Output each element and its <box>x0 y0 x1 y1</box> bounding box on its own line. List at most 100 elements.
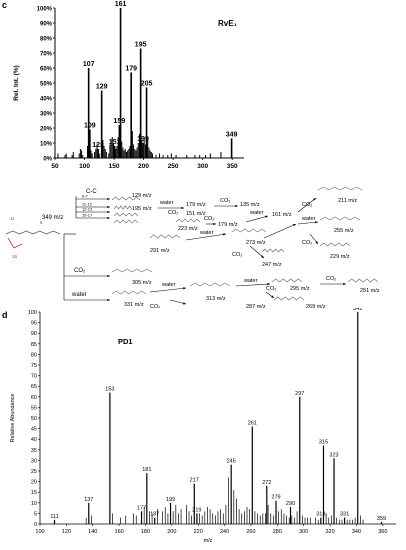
scheme-arrow <box>297 221 319 225</box>
edge-water-4: water <box>199 230 214 236</box>
y-tick-label: 10 <box>31 501 37 507</box>
frag-229: 229 m/z <box>330 254 350 260</box>
fragment-structure <box>113 212 139 217</box>
frag-287: 287 m/z <box>246 304 266 308</box>
peak-label-359: 359 <box>377 516 386 522</box>
frag-273: 273 m/z <box>246 240 266 246</box>
y-tick-label: 75 <box>31 363 37 369</box>
x-tick-label: 140 <box>88 529 97 535</box>
frag-255: 255 m/z <box>334 228 354 234</box>
arrow-head <box>107 216 110 220</box>
peak-label-123: 123 <box>92 142 104 149</box>
chart-pd1-spectrum: 0 5 10 15 20 25 30 35 40 45 50 55 60 65 70 75 80 85 90 95 10… <box>10 308 396 544</box>
frag-251: 251 m/z <box>360 288 380 294</box>
x-tick-label: 360 <box>378 529 387 535</box>
y-tick-label: 5 <box>34 511 37 517</box>
parent-mz: 349 m/z <box>42 215 63 221</box>
x-tick-label: 240 <box>220 529 229 535</box>
peak-label-161: 161 <box>115 1 127 8</box>
y-tick-label: 25 <box>31 469 37 475</box>
arrow-head <box>315 241 318 244</box>
scheme-arrow <box>185 233 227 241</box>
x-tick-label: 260 <box>246 529 255 535</box>
arrow-head <box>343 282 346 286</box>
chart-title: RvE₁ <box>218 19 238 28</box>
cleavage-6-7: 6-7 <box>82 194 89 199</box>
x-tick-label: 100 <box>79 163 90 170</box>
peak-label-111: 111 <box>50 514 58 520</box>
y-tick-label: 65 <box>31 384 37 390</box>
edge-co2-5: CO₂ <box>302 240 312 246</box>
y-tick-label: 30% <box>40 112 53 118</box>
peak-label-290: 290 <box>286 501 295 507</box>
water-branch-label: water <box>71 292 87 298</box>
y-axis-label: Relative Abundance <box>10 394 16 443</box>
fragment-structure <box>111 268 153 273</box>
fragment-structure <box>175 218 201 223</box>
y-tick-label: 20 <box>31 480 37 486</box>
arrow-head <box>313 198 316 201</box>
peak-label-261: 261 <box>248 420 257 426</box>
peak-label-315: 315 <box>319 440 328 446</box>
y-tick-label: 0 <box>34 522 37 528</box>
x-tick-label: 100 <box>35 529 44 535</box>
peak-label-219: 219 <box>192 507 201 513</box>
y-tick-label: 15 <box>31 490 37 496</box>
peak-label-341: 341 <box>353 308 362 312</box>
x-tick-label: 180 <box>141 529 150 535</box>
x-axis-label: m/z <box>204 538 213 544</box>
x-tick-label: 200 <box>167 529 176 535</box>
arrow-head <box>261 255 264 258</box>
fragment-structure <box>111 196 141 201</box>
atom-label-6: 6 <box>40 220 43 225</box>
x-tick-label: 220 <box>194 529 203 535</box>
edge-water-3: water <box>301 216 316 222</box>
cleavage-16-17: 16-17 <box>82 213 93 218</box>
arrow-head <box>183 287 186 290</box>
peak-label-331: 331 <box>340 512 349 518</box>
y-axis-label: Rel. Int. (%) <box>13 65 20 100</box>
edge-co2-2: CO₂ <box>220 198 230 204</box>
peak-label-349: 349 <box>226 132 238 139</box>
arrow-head <box>235 204 238 208</box>
peak-label-199: 199 <box>166 497 175 503</box>
fragment-structure <box>319 242 351 247</box>
cleavage-12-13: 12-13 <box>82 207 93 212</box>
fragment-structure <box>113 205 133 210</box>
y-tick-label: 0% <box>43 157 52 163</box>
peak-label-217: 217 <box>190 478 199 484</box>
y-tick-label: 80% <box>40 37 53 43</box>
frag-179b: 179 m/z <box>218 222 238 228</box>
x-tick-label: 280 <box>273 529 282 535</box>
arrow-head <box>223 233 226 236</box>
x-tick-label: 300 <box>299 529 308 535</box>
scheme-arrow <box>245 215 269 223</box>
fragment-structure <box>271 278 303 283</box>
y-tick-label: 100 <box>28 310 37 316</box>
y-tick-label: 30 <box>31 458 37 464</box>
peak-label-107: 107 <box>83 61 95 68</box>
arrow-head <box>107 205 110 209</box>
x-tick-label: 320 <box>325 529 334 535</box>
peak-label-179: 179 <box>125 66 137 73</box>
frag-331: 331 m/z <box>124 302 144 308</box>
atom-label-11: 11 <box>10 216 15 221</box>
peak-label-323: 323 <box>329 452 338 458</box>
fragment-structure <box>149 234 181 239</box>
peak-label-159: 159 <box>114 118 126 125</box>
fragment-structure <box>113 219 139 224</box>
parent-hydroxyl <box>7 237 23 249</box>
y-tick-label: 90 <box>31 331 37 337</box>
peak-label-109: 109 <box>84 123 96 130</box>
frag-295: 295 m/z <box>290 286 310 292</box>
arrow-head <box>183 302 186 305</box>
peak-label-245: 245 <box>227 459 236 465</box>
y-tick-label: 40 <box>31 437 37 443</box>
y-tick-label: 50% <box>40 82 53 88</box>
y-tick-label: 35 <box>31 448 37 454</box>
peak-label-151: 151 <box>109 139 121 146</box>
chart-title: PD1 <box>118 337 133 346</box>
peak-label-137: 137 <box>84 497 93 503</box>
y-tick-label: 50 <box>31 416 37 422</box>
arrow-head <box>107 210 110 214</box>
